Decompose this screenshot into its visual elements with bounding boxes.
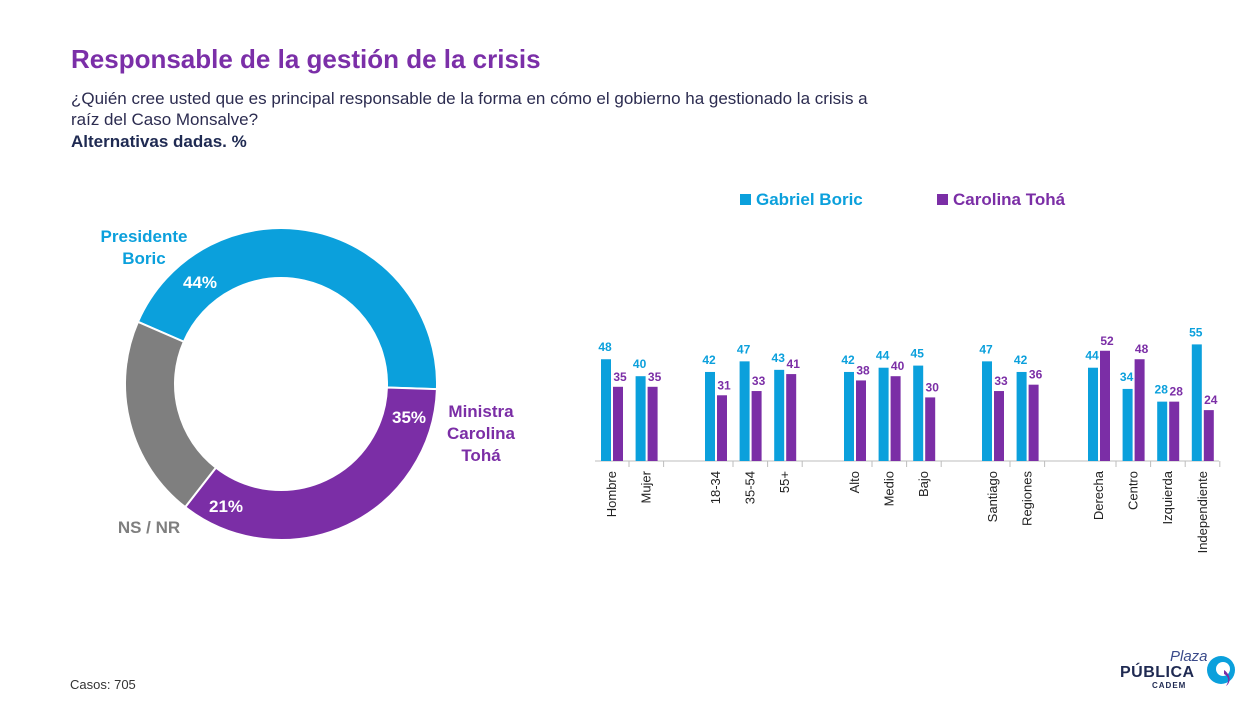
bar-toha <box>647 386 658 461</box>
logo-mark-icon <box>1207 656 1235 686</box>
value-label-boric: 40 <box>633 357 647 371</box>
bar-toha <box>1169 401 1180 461</box>
value-label-boric: 47 <box>737 342 751 356</box>
sample-size-label: Casos <box>70 677 107 692</box>
bar-boric <box>705 371 715 461</box>
pct-toha: 35% <box>392 408 426 427</box>
value-label-toha: 35 <box>613 370 627 384</box>
value-label-toha: 40 <box>891 359 905 373</box>
value-label-boric: 43 <box>772 351 786 365</box>
bar-toha <box>717 395 727 461</box>
legend-label-boric: Gabriel Boric <box>756 190 863 209</box>
label-toha: Ministra Carolina Tohá <box>447 402 516 465</box>
sample-size-value: : 705 <box>106 677 136 692</box>
bar-boric <box>774 369 785 461</box>
bar-toha <box>890 376 901 461</box>
bar-toha <box>1134 359 1145 461</box>
category-label: Alto <box>847 471 862 493</box>
category-label: 18-34 <box>708 471 723 504</box>
bar-toha <box>613 386 623 461</box>
plaza-publica-logo: Plaza PÚBLICA CADEM <box>1118 648 1238 692</box>
value-label-boric: 44 <box>1085 349 1099 363</box>
value-label-toha: 36 <box>1029 368 1043 382</box>
page-title: Responsable de la gestión de la crisis <box>71 44 541 74</box>
bar-boric <box>739 361 750 461</box>
value-label-boric: 42 <box>1014 353 1028 367</box>
bar-boric <box>635 376 646 461</box>
value-label-boric: 47 <box>979 342 993 356</box>
category-label: Independiente <box>1195 471 1210 553</box>
bar-boric <box>982 361 992 461</box>
bar-toha <box>1028 384 1039 461</box>
category-label: Regiones <box>1020 471 1035 526</box>
value-label-toha: 33 <box>994 374 1008 388</box>
category-label: Hombre <box>604 471 619 517</box>
value-label-boric: 55 <box>1189 325 1203 339</box>
legend-label-toha: Carolina Tohá <box>953 190 1066 209</box>
value-label-boric: 42 <box>702 353 716 367</box>
bar-toha <box>751 391 762 461</box>
bar-toha <box>1203 410 1214 461</box>
pct-boric: 44% <box>183 273 217 292</box>
donut-slice <box>124 320 218 509</box>
bar-boric <box>1088 367 1098 461</box>
value-label-toha: 28 <box>1170 385 1184 399</box>
bar-toha <box>994 391 1004 461</box>
label-boric: Presidente Boric <box>101 227 188 268</box>
category-label: Santiago <box>985 471 1000 522</box>
category-label: Medio <box>882 471 897 506</box>
bar-toha <box>925 397 936 461</box>
bar-toha <box>1100 350 1110 461</box>
category-label: Bajo <box>916 471 931 497</box>
category-label: Izquierda <box>1160 470 1175 524</box>
bar-toha <box>856 380 866 461</box>
value-label-boric: 48 <box>598 340 612 354</box>
bar-boric <box>1191 344 1202 461</box>
donut-slice <box>136 227 438 391</box>
value-label-boric: 45 <box>911 347 925 361</box>
bar-toha <box>786 374 797 461</box>
value-label-toha: 24 <box>1204 393 1218 407</box>
value-label-toha: 48 <box>1135 342 1149 356</box>
legend-swatch-boric <box>740 194 751 205</box>
value-label-toha: 31 <box>717 378 731 392</box>
bar-boric <box>601 359 611 461</box>
value-label-boric: 28 <box>1155 383 1169 397</box>
bar-boric <box>913 365 924 461</box>
sample-size: Casos: 705 <box>70 677 136 692</box>
value-label-toha: 33 <box>752 374 766 388</box>
logo-line-1: Plaza <box>1170 648 1208 665</box>
category-label: 35-54 <box>743 471 758 504</box>
bar-boric <box>878 367 889 461</box>
value-label-toha: 41 <box>787 357 801 371</box>
value-label-toha: 30 <box>926 380 940 394</box>
category-label: Derecha <box>1091 470 1106 520</box>
value-label-toha: 38 <box>856 363 870 377</box>
label-nsnr: NS / NR <box>118 518 180 537</box>
value-label-boric: 42 <box>841 353 855 367</box>
answer-type-note: Alternativas dadas. % <box>71 132 247 151</box>
pct-nsnr: 21% <box>209 497 243 516</box>
donut-slice <box>183 386 438 541</box>
question-text: ¿Quién cree usted que es principal respo… <box>71 89 868 129</box>
bar-boric <box>1122 388 1133 461</box>
legend-swatch-toha <box>937 194 948 205</box>
category-label: Mujer <box>639 470 654 503</box>
value-label-boric: 34 <box>1120 370 1134 384</box>
category-label: Centro <box>1126 471 1141 510</box>
logo-line-3: CADEM <box>1152 681 1187 690</box>
bar-boric <box>1157 401 1168 461</box>
value-label-toha: 52 <box>1100 334 1114 348</box>
category-label: 55+ <box>777 471 792 493</box>
value-label-boric: 44 <box>876 349 890 363</box>
bar-boric <box>1016 371 1027 461</box>
logo-line-2: PÚBLICA <box>1120 664 1195 681</box>
value-label-toha: 35 <box>648 370 662 384</box>
bar-boric <box>844 371 854 461</box>
